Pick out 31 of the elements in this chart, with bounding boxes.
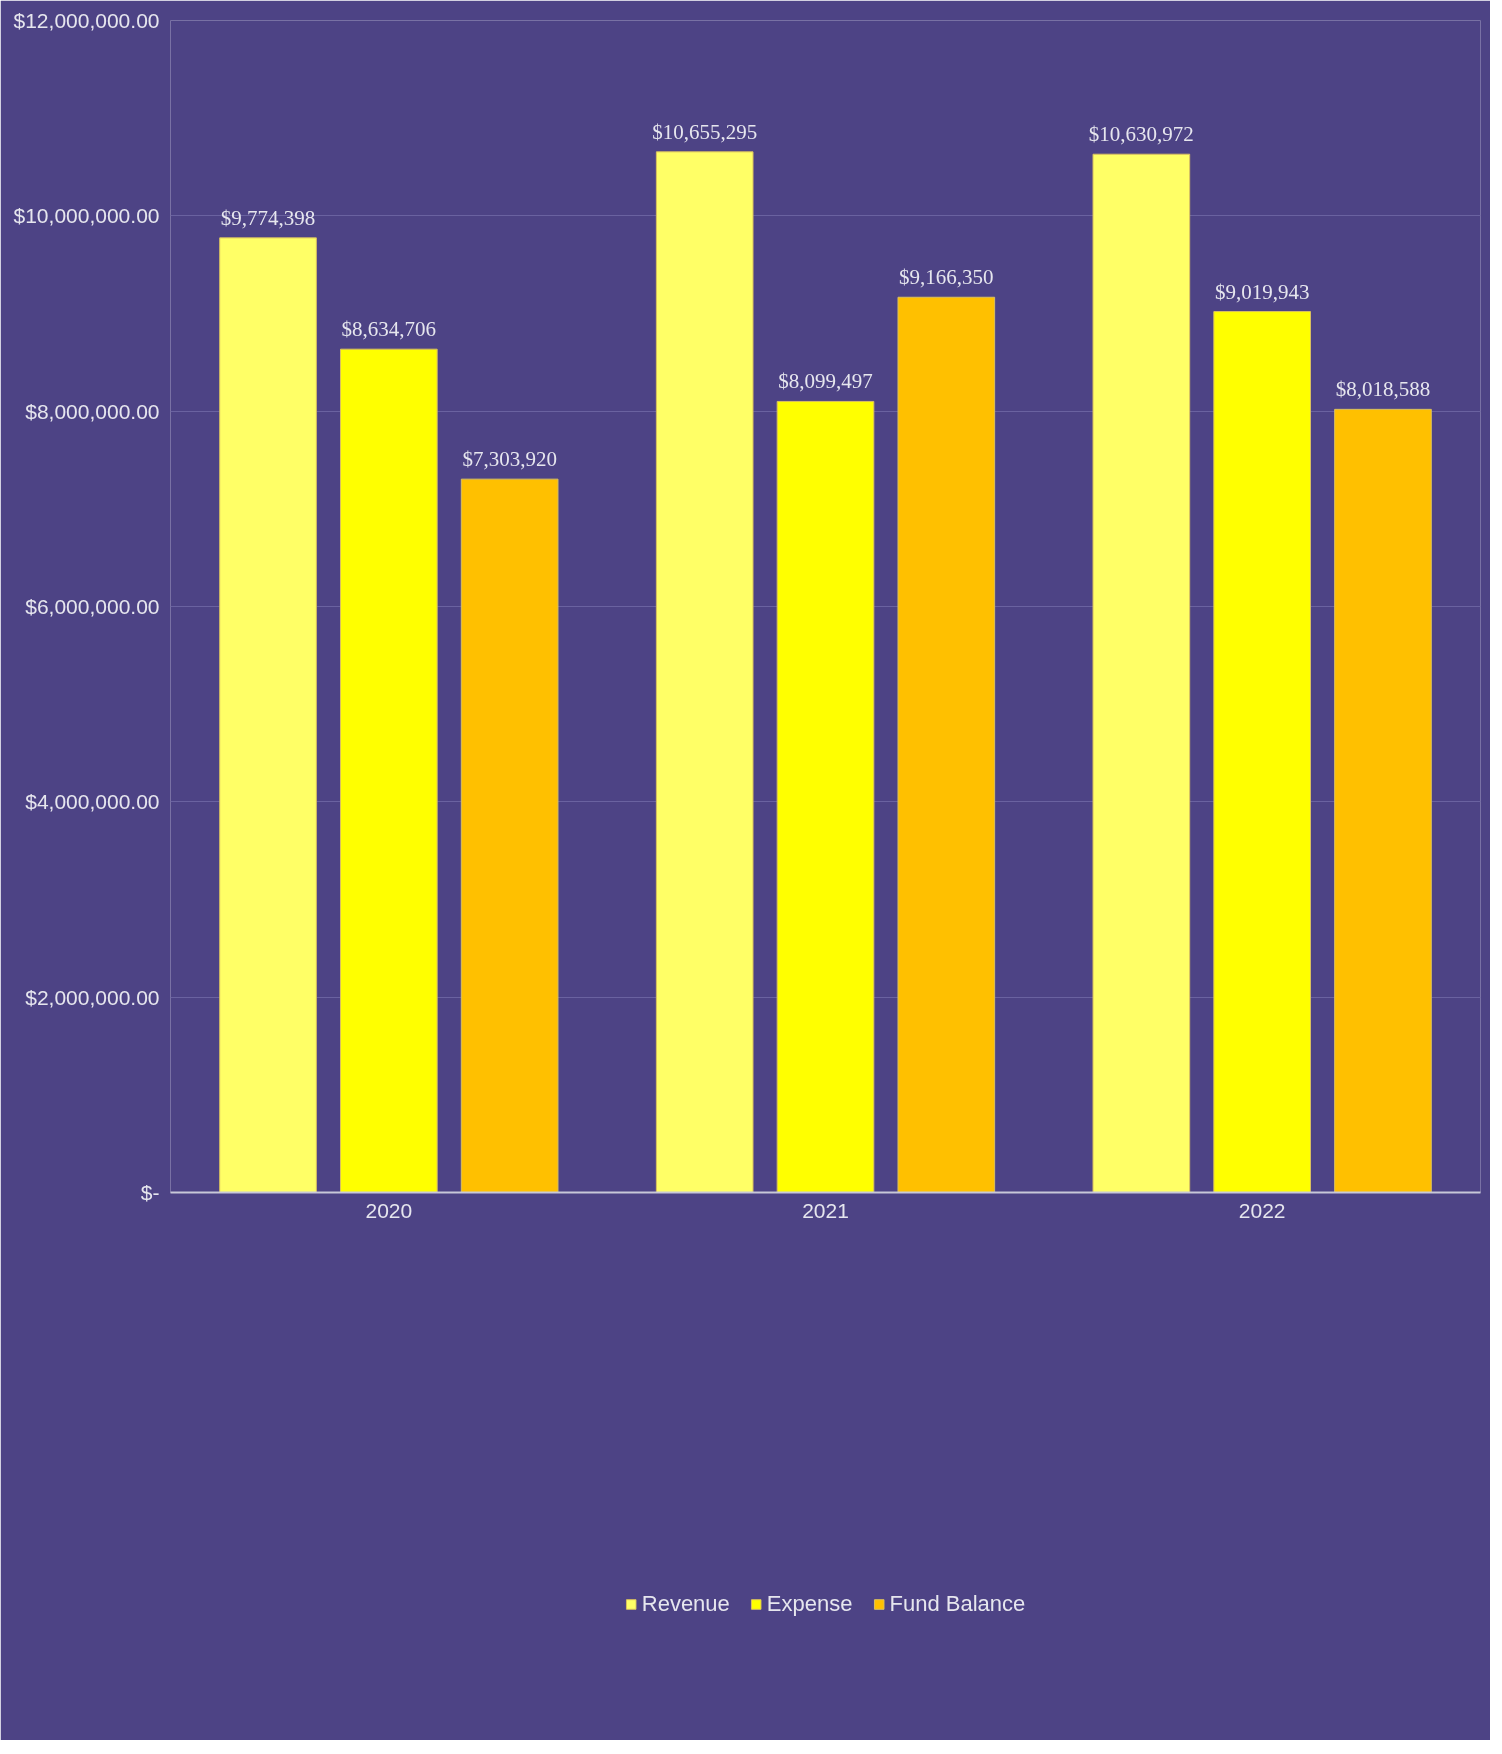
data-label: $9,774,398 [220,205,316,230]
data-label: $8,634,706 [341,317,437,342]
bar [340,348,438,1193]
data-label: $8,018,588 [1335,377,1431,402]
legend-label: Revenue [641,1590,730,1617]
bar [776,400,875,1193]
legend-label: Fund Balance [889,1590,1026,1617]
bar [897,296,996,1193]
y-tick-label: $10,000,000.00 [13,204,160,228]
bar [655,151,754,1193]
data-label: $9,019,943 [1214,279,1310,304]
bar [219,237,317,1193]
y-tick-label: $- [140,1181,160,1204]
data-label: $7,303,920 [462,447,557,472]
legend-label: Expense [766,1590,853,1617]
y-tick-label: $2,000,000.00 [25,985,160,1009]
y-tick-label: $4,000,000.00 [25,790,160,814]
x-tick-label: 2021 [802,1198,849,1222]
bar [1334,408,1432,1193]
data-label: $10,630,972 [1088,122,1194,147]
data-label: $8,099,497 [778,369,873,394]
bar [460,478,559,1193]
y-tick-label: $6,000,000.00 [25,595,160,618]
data-label: $10,655,295 [652,119,758,144]
y-tick-label: $12,000,000.00 [13,9,160,32]
bar [1213,311,1311,1193]
x-tick-label: 2020 [365,1198,413,1222]
y-tick-label: $8,000,000.00 [25,399,160,423]
x-tick-label: 2022 [1238,1198,1286,1222]
bar [1092,153,1191,1193]
data-label: $9,166,350 [899,265,994,290]
